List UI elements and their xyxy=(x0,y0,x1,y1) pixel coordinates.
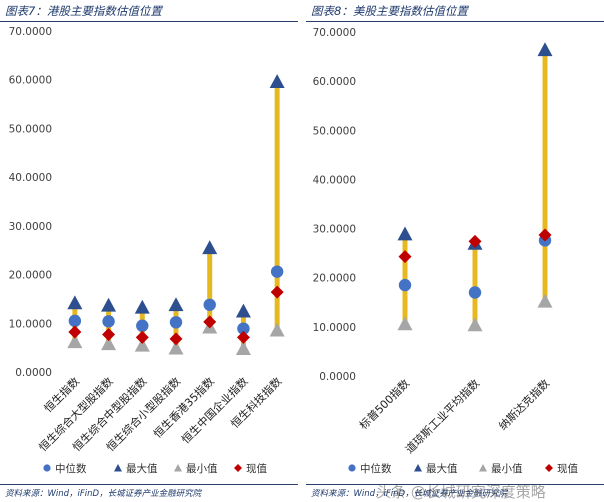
max-marker xyxy=(134,299,150,314)
legend-max-icon xyxy=(114,464,122,472)
min-marker xyxy=(467,317,483,332)
current-marker xyxy=(538,228,552,242)
y-tick-label: 30.0000 xyxy=(9,221,52,233)
y-tick-label: 10.0000 xyxy=(9,318,52,330)
current-marker xyxy=(68,325,82,339)
y-tick-label: 50.0000 xyxy=(313,125,356,137)
title-rule xyxy=(306,21,604,22)
max-marker xyxy=(168,297,184,312)
y-tick-label: 0.0000 xyxy=(15,367,52,379)
max-marker xyxy=(235,303,251,318)
y-tick-label: 60.0000 xyxy=(313,76,356,88)
legend-min-icon xyxy=(174,464,182,472)
current-marker xyxy=(236,330,250,344)
min-marker xyxy=(537,293,553,308)
legend-median-label: 中位数 xyxy=(360,462,392,475)
min-marker xyxy=(397,316,413,331)
legend: 中位数 最大值 最小值 现值 xyxy=(348,462,578,475)
max-marker xyxy=(202,240,218,255)
legend-max-label: 最大值 xyxy=(426,462,458,475)
median-marker xyxy=(68,314,82,328)
current-marker xyxy=(169,332,183,346)
legend-current-label: 现值 xyxy=(557,462,578,475)
legend-median-icon xyxy=(348,464,356,472)
chart-hk: 0.0000 10.0000 20.0000 30.0000 40.0000 50.000… xyxy=(9,26,285,475)
chart-us: 0.0000 10.0000 20.0000 30.0000 40.0000 50.000… xyxy=(313,27,579,475)
y-tick-label: 20.0000 xyxy=(9,270,52,282)
max-marker xyxy=(537,42,553,57)
min-marker xyxy=(101,336,117,351)
y-tick-label: 30.0000 xyxy=(313,224,356,236)
y-tick-label: 40.0000 xyxy=(9,172,52,184)
chart-title-hk: 图表7：港股主要指数估值位置 xyxy=(5,4,162,18)
current-marker xyxy=(270,285,284,299)
median-marker xyxy=(102,315,115,328)
min-marker xyxy=(67,334,83,349)
median-marker xyxy=(136,319,149,332)
y-tick-label: 70.0000 xyxy=(313,27,356,39)
min-marker xyxy=(168,340,184,355)
watermark: 头条 @长城研究深度策略 xyxy=(376,483,546,501)
x-tick-label: 纳斯达克指数 xyxy=(496,376,553,433)
source-note-hk: 资料来源：Wind，iFinD，长城证券产业金融研究院 xyxy=(5,489,202,499)
legend: 中位数 最大值 最小值 现值 xyxy=(43,462,267,475)
y-tick-label: 0.0000 xyxy=(319,371,356,383)
title-rule xyxy=(0,21,298,22)
median-marker xyxy=(169,316,183,329)
max-marker xyxy=(101,297,117,312)
median-marker xyxy=(237,322,250,335)
max-marker xyxy=(67,295,83,310)
max-marker xyxy=(269,74,285,89)
legend-median-icon xyxy=(43,464,51,472)
min-marker xyxy=(134,337,150,352)
current-marker xyxy=(203,315,217,329)
current-marker xyxy=(468,234,482,248)
y-tick-label: 60.0000 xyxy=(9,75,52,87)
legend-min-icon xyxy=(479,464,487,472)
y-tick-label: 20.0000 xyxy=(313,273,356,285)
median-marker xyxy=(398,278,412,292)
panel-us: 图表8：美股主要指数估值位置 0.0000 10.0000 20.0000 30.00… xyxy=(306,0,604,500)
source-rule xyxy=(306,484,604,485)
legend-current-label: 现值 xyxy=(246,462,267,475)
source-rule xyxy=(0,484,298,485)
legend-min-label: 最小值 xyxy=(491,462,523,475)
current-marker xyxy=(135,330,149,344)
median-marker xyxy=(203,298,216,311)
y-tick-label: 40.0000 xyxy=(313,174,356,186)
min-marker xyxy=(235,341,251,355)
current-marker xyxy=(398,250,412,264)
current-marker xyxy=(102,327,116,341)
legend-current-icon xyxy=(234,464,242,472)
panel-hk: 图表7：港股主要指数估值位置 0.0000 10.0000 20.0000 30.00… xyxy=(0,0,298,500)
legend-min-label: 最小值 xyxy=(186,462,218,475)
legend-current-icon xyxy=(545,464,553,472)
legend-max-label: 最大值 xyxy=(126,462,158,475)
y-tick-label: 50.0000 xyxy=(9,123,52,135)
median-marker xyxy=(468,286,482,299)
source-note-us: 资料来源：Wind，iFinD，长城证券产业金融研究院 xyxy=(311,489,508,499)
legend-max-icon xyxy=(414,464,422,472)
max-marker xyxy=(397,226,413,241)
y-tick-label: 10.0000 xyxy=(313,322,356,334)
x-tick-label: 标普500指数 xyxy=(356,376,412,432)
chart-title-us: 图表8：美股主要指数估值位置 xyxy=(311,4,468,18)
median-marker xyxy=(270,265,284,278)
min-marker xyxy=(269,322,285,337)
legend-median-label: 中位数 xyxy=(55,462,87,475)
y-tick-label: 70.0000 xyxy=(9,26,52,38)
x-tick-label: 恒生香港35指数 xyxy=(150,374,216,440)
x-tick-label: 道琼斯工业平均指数 xyxy=(402,376,482,456)
panel-divider xyxy=(300,0,304,500)
